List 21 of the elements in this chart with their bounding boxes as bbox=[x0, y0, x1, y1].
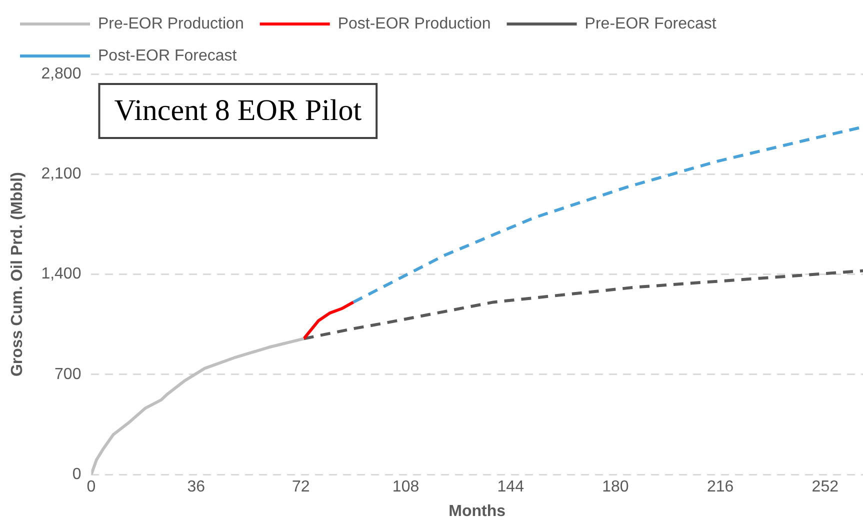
x-tick-label: 252 bbox=[812, 478, 839, 496]
legend-label: Pre-EOR Production bbox=[98, 15, 244, 32]
y-tick-label: 0 bbox=[72, 466, 82, 484]
y-tick-label: 2,100 bbox=[41, 166, 82, 183]
x-tick-label: 0 bbox=[86, 478, 96, 496]
x-tick-label: 36 bbox=[187, 478, 206, 496]
y-tick-label: 700 bbox=[54, 366, 82, 383]
x-tick-label: 108 bbox=[392, 478, 420, 496]
legend-label: Post-EOR Forecast bbox=[98, 47, 238, 64]
legend-label: Pre-EOR Forecast bbox=[584, 15, 717, 32]
x-tick-label: 144 bbox=[497, 478, 524, 496]
x-tick-label: 180 bbox=[602, 478, 629, 496]
x-tick-label: 216 bbox=[706, 478, 734, 496]
legend-label: Post-EOR Production bbox=[338, 15, 491, 32]
x-axis-title: Months bbox=[448, 502, 506, 520]
x-tick-label: 72 bbox=[292, 478, 310, 496]
y-tick-label: 2,800 bbox=[41, 65, 82, 82]
line-series bbox=[302, 269, 863, 340]
y-axis-title: Gross Cum. Oil Prd. (Mbbl) bbox=[9, 172, 26, 377]
text: Vincent 8 EOR Pilot bbox=[114, 94, 362, 127]
y-tick-label: 1,400 bbox=[41, 266, 82, 283]
